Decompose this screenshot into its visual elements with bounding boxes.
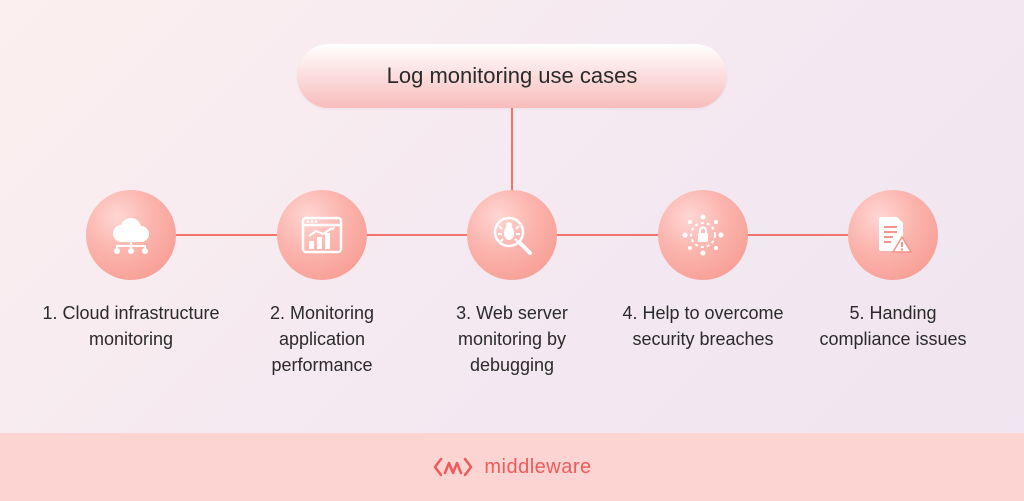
infographic-canvas: Log monitoring use cases 1. Cloud infras… — [0, 0, 1024, 501]
title-text: Log monitoring use cases — [387, 63, 638, 89]
footer-bar: middleware — [0, 433, 1024, 501]
node-debugging — [467, 190, 557, 280]
cloud-network-icon — [107, 211, 155, 259]
node-compliance — [848, 190, 938, 280]
document-warning-icon — [869, 211, 917, 259]
node-label-1: 1. Cloud infrastructure monitoring — [41, 300, 221, 352]
node-label-4: 4. Help to overcome security breaches — [613, 300, 793, 352]
title-pill: Log monitoring use cases — [297, 44, 727, 108]
node-app-performance — [277, 190, 367, 280]
node-security — [658, 190, 748, 280]
node-label-2: 2. Monitoring application performance — [232, 300, 412, 378]
node-cloud-infrastructure — [86, 190, 176, 280]
chart-dashboard-icon — [298, 211, 346, 259]
bug-magnifier-icon — [488, 211, 536, 259]
node-label-5: 5. Handing compliance issues — [803, 300, 983, 352]
brand-logo-icon — [432, 455, 474, 479]
brand-text: middleware — [484, 456, 591, 479]
lock-shield-icon — [679, 211, 727, 259]
node-label-3: 3. Web server monitoring by debugging — [422, 300, 602, 378]
